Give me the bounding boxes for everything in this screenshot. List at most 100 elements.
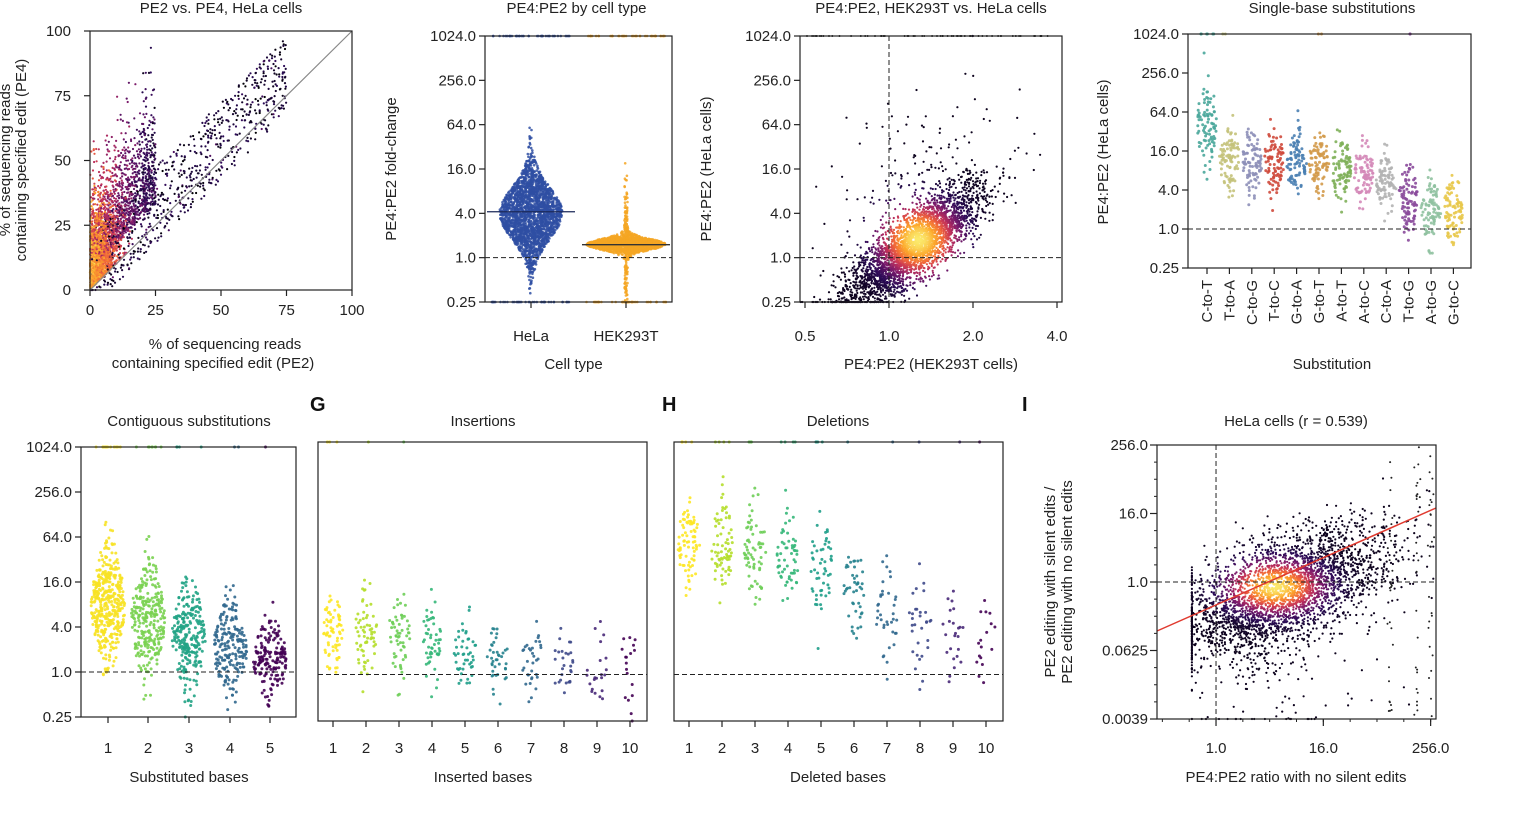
scatter-point — [239, 147, 242, 150]
scatter-point — [272, 113, 275, 116]
scatter-point — [199, 164, 202, 167]
scatter-point — [142, 158, 145, 161]
scatter-point — [237, 94, 240, 97]
scatter-point — [126, 100, 129, 104]
scatter-point — [92, 246, 95, 249]
scatter-point — [265, 128, 268, 131]
scatter-point — [163, 198, 166, 202]
scatter-point — [113, 196, 116, 200]
scatter-point — [93, 264, 96, 267]
scatter-point — [246, 98, 249, 101]
scatter-point — [110, 273, 113, 276]
data-point — [520, 173, 524, 176]
scatter-point — [118, 197, 121, 200]
scatter-point — [274, 59, 277, 63]
scatter-point — [235, 108, 238, 111]
scatter-point — [130, 181, 134, 184]
scatter-point — [254, 79, 257, 82]
scatter-point — [272, 69, 276, 72]
scatter-point — [115, 259, 118, 262]
scatter-point — [208, 162, 211, 166]
scatter-point — [227, 120, 230, 123]
scatter-point — [102, 262, 105, 265]
scatter-point — [180, 173, 183, 176]
scatter-point — [108, 228, 111, 231]
scatter-point — [103, 234, 106, 237]
scatter-point — [112, 208, 115, 211]
scatter-point — [97, 179, 101, 182]
scatter-point — [103, 279, 106, 282]
scatter-point — [132, 154, 136, 157]
scatter-point — [144, 88, 147, 91]
scatter-point — [254, 72, 257, 75]
scatter-point — [134, 192, 137, 195]
scatter-point — [90, 205, 93, 208]
scatter-point — [125, 159, 128, 162]
scatter-point — [130, 192, 133, 195]
scatter-point — [142, 182, 145, 185]
scatter-point — [254, 138, 257, 141]
scatter-point — [116, 118, 119, 122]
data-point — [528, 126, 531, 130]
scatter-point — [129, 138, 133, 141]
scatter-point — [144, 192, 147, 195]
scatter-point — [148, 181, 151, 185]
scatter-point — [116, 223, 119, 226]
scatter-point — [203, 124, 206, 128]
scatter-point — [110, 242, 113, 245]
scatter-point — [163, 226, 166, 229]
scatter-point — [113, 245, 117, 248]
scatter-point — [105, 218, 108, 221]
scatter-point — [236, 114, 239, 117]
scatter-point — [172, 150, 175, 154]
scatter-point — [133, 223, 136, 226]
scatter-point — [96, 234, 99, 237]
scatter-point — [105, 153, 108, 156]
scatter-point — [120, 204, 123, 207]
scatter-point — [117, 245, 121, 248]
scatter-point — [157, 236, 160, 239]
scatter-point — [202, 135, 205, 138]
scatter-point — [157, 198, 160, 201]
scatter-point — [219, 137, 222, 140]
scatter-point — [249, 137, 252, 140]
scatter-point — [91, 169, 95, 172]
scatter-point — [120, 263, 123, 266]
scatter-point — [260, 122, 263, 125]
scatter-point — [113, 281, 117, 284]
scatter-point — [113, 192, 116, 195]
scatter-point — [94, 228, 97, 231]
scatter-point — [110, 239, 113, 242]
scatter-point — [138, 130, 141, 133]
scatter-point — [91, 223, 94, 226]
scatter-point — [225, 119, 228, 122]
scatter-point — [113, 227, 116, 230]
scatter-point — [157, 163, 161, 166]
scatter-point — [148, 166, 151, 169]
scatter-point — [249, 72, 252, 75]
scatter-point — [154, 151, 157, 154]
scatter-point — [204, 145, 207, 148]
scatter-point — [128, 167, 131, 171]
scatter-point — [177, 215, 180, 218]
scatter-point — [136, 155, 140, 158]
scatter-point — [101, 244, 105, 247]
scatter-point — [141, 198, 144, 201]
scatter-point — [126, 180, 129, 184]
scatter-point — [103, 283, 106, 286]
scatter-point — [150, 151, 153, 154]
scatter-point — [99, 249, 102, 252]
scatter-point — [139, 223, 143, 226]
scatter-point — [95, 222, 98, 225]
scatter-point — [118, 211, 121, 214]
scatter-point — [121, 275, 125, 278]
scatter-point — [125, 226, 128, 229]
scatter-point — [144, 138, 147, 141]
scatter-point — [208, 178, 211, 181]
scatter-point — [222, 139, 225, 143]
scatter-point — [151, 122, 154, 125]
scatter-point — [189, 206, 192, 209]
scatter-point — [146, 180, 149, 183]
scatter-point — [131, 168, 134, 171]
scatter-point — [122, 247, 125, 250]
